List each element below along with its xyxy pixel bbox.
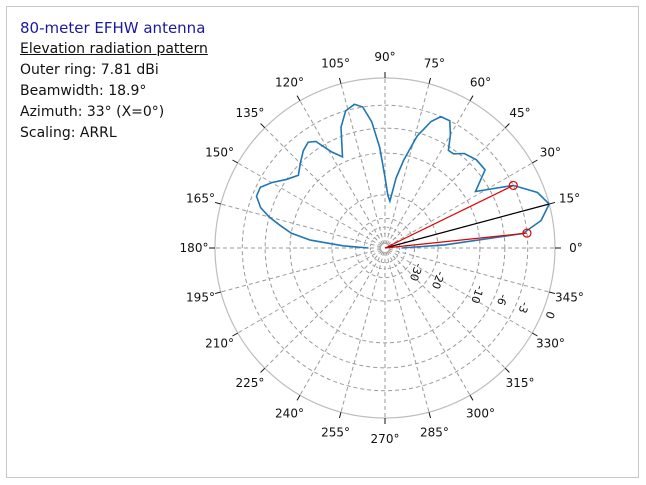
chart-title: 80-meter EFHW antenna	[20, 19, 206, 37]
angle-label-300: 300°	[466, 406, 495, 420]
spoke-120	[299, 100, 384, 245]
spoke-tick-30	[531, 159, 538, 164]
radial-label-2: -6	[494, 292, 510, 307]
spoke-tick-225	[260, 367, 266, 373]
spoke-tick-120	[296, 95, 301, 102]
angle-label-15: 15°	[559, 192, 580, 206]
angle-label-225: 225°	[235, 376, 264, 390]
grid-ring-3	[289, 152, 481, 344]
spoke-tick-195	[214, 291, 221, 295]
angle-label-270: 270°	[371, 432, 400, 446]
spoke-tick-330	[531, 332, 538, 337]
beam-edge-line-1	[384, 184, 514, 249]
angle-label-45: 45°	[509, 106, 530, 120]
angle-label-60: 60°	[470, 76, 491, 90]
angle-label-195: 195°	[186, 290, 215, 304]
angle-label-285: 285°	[420, 425, 449, 439]
angle-label-240: 240°	[275, 406, 304, 420]
radial-label-1: -3	[515, 300, 531, 315]
azimuth-text: Azimuth: 33° (X=0°)	[20, 104, 165, 120]
spoke-195	[220, 248, 382, 293]
angle-label-90: 90°	[374, 50, 395, 64]
spoke-300	[386, 251, 471, 396]
spoke-tick-75	[428, 77, 432, 84]
angle-label-330: 330°	[536, 337, 565, 351]
spoke-tick-60	[469, 95, 474, 102]
angle-label-150: 150°	[205, 146, 234, 160]
spoke-tick-255	[338, 412, 342, 419]
angle-label-210: 210°	[205, 337, 234, 351]
spoke-165	[220, 203, 382, 248]
spoke-tick-135	[260, 123, 266, 129]
radial-label-3: -10	[468, 284, 486, 305]
spoke-210	[237, 249, 382, 334]
outer-ring-text: Outer ring: 7.81 dBi	[20, 62, 159, 78]
grid-ring-5	[354, 217, 416, 279]
spoke-tick-165	[214, 201, 221, 205]
radial-label-0: 0	[542, 309, 557, 320]
spoke-75	[385, 83, 430, 245]
spoke-tick-150	[232, 159, 239, 164]
angle-label-255: 255°	[321, 425, 350, 439]
beam-edge-marker-1	[508, 180, 518, 191]
radial-label-4: -20	[429, 269, 447, 290]
spoke-240	[299, 251, 384, 396]
spoke-tick-285	[428, 412, 432, 419]
spoke-tick-240	[296, 394, 301, 401]
spoke-255	[340, 251, 385, 413]
angle-label-30: 30°	[540, 146, 561, 160]
grid-ring-1	[241, 104, 529, 392]
spoke-tick-45	[504, 123, 510, 129]
scaling-text: Scaling: ARRL	[20, 125, 117, 141]
spoke-60	[386, 100, 471, 245]
angle-label-165: 165°	[186, 192, 215, 206]
info-panel: 80-meter EFHW antenna Elevation radiatio…	[20, 18, 208, 144]
spoke-330	[388, 249, 533, 334]
angle-label-345: 345°	[555, 290, 584, 304]
beam-edge-marker-0	[522, 228, 532, 238]
angle-label-180: 180°	[180, 241, 209, 255]
spoke-tick-315	[504, 367, 510, 373]
spoke-tick-345	[549, 291, 556, 295]
chart-subtitle: Elevation radiation pattern	[20, 41, 208, 57]
max-gain-line	[384, 203, 550, 249]
spoke-tick-210	[232, 332, 239, 337]
radial-label-5: -30	[407, 261, 425, 282]
spoke-tick-300	[469, 394, 474, 401]
spoke-tick-105	[338, 77, 342, 84]
angle-label-135: 135°	[235, 106, 264, 120]
pattern-line	[255, 103, 551, 249]
angle-label-315: 315°	[506, 376, 535, 390]
angle-label-75: 75°	[424, 57, 445, 71]
angle-label-0: 0°	[569, 241, 583, 255]
angle-label-105: 105°	[321, 57, 350, 71]
beamwidth-text: Beamwidth: 18.9°	[20, 83, 147, 99]
spoke-tick-15	[549, 201, 556, 205]
beam-edge-line-0	[384, 232, 528, 249]
angle-label-120: 120°	[275, 76, 304, 90]
spoke-30	[388, 162, 533, 247]
